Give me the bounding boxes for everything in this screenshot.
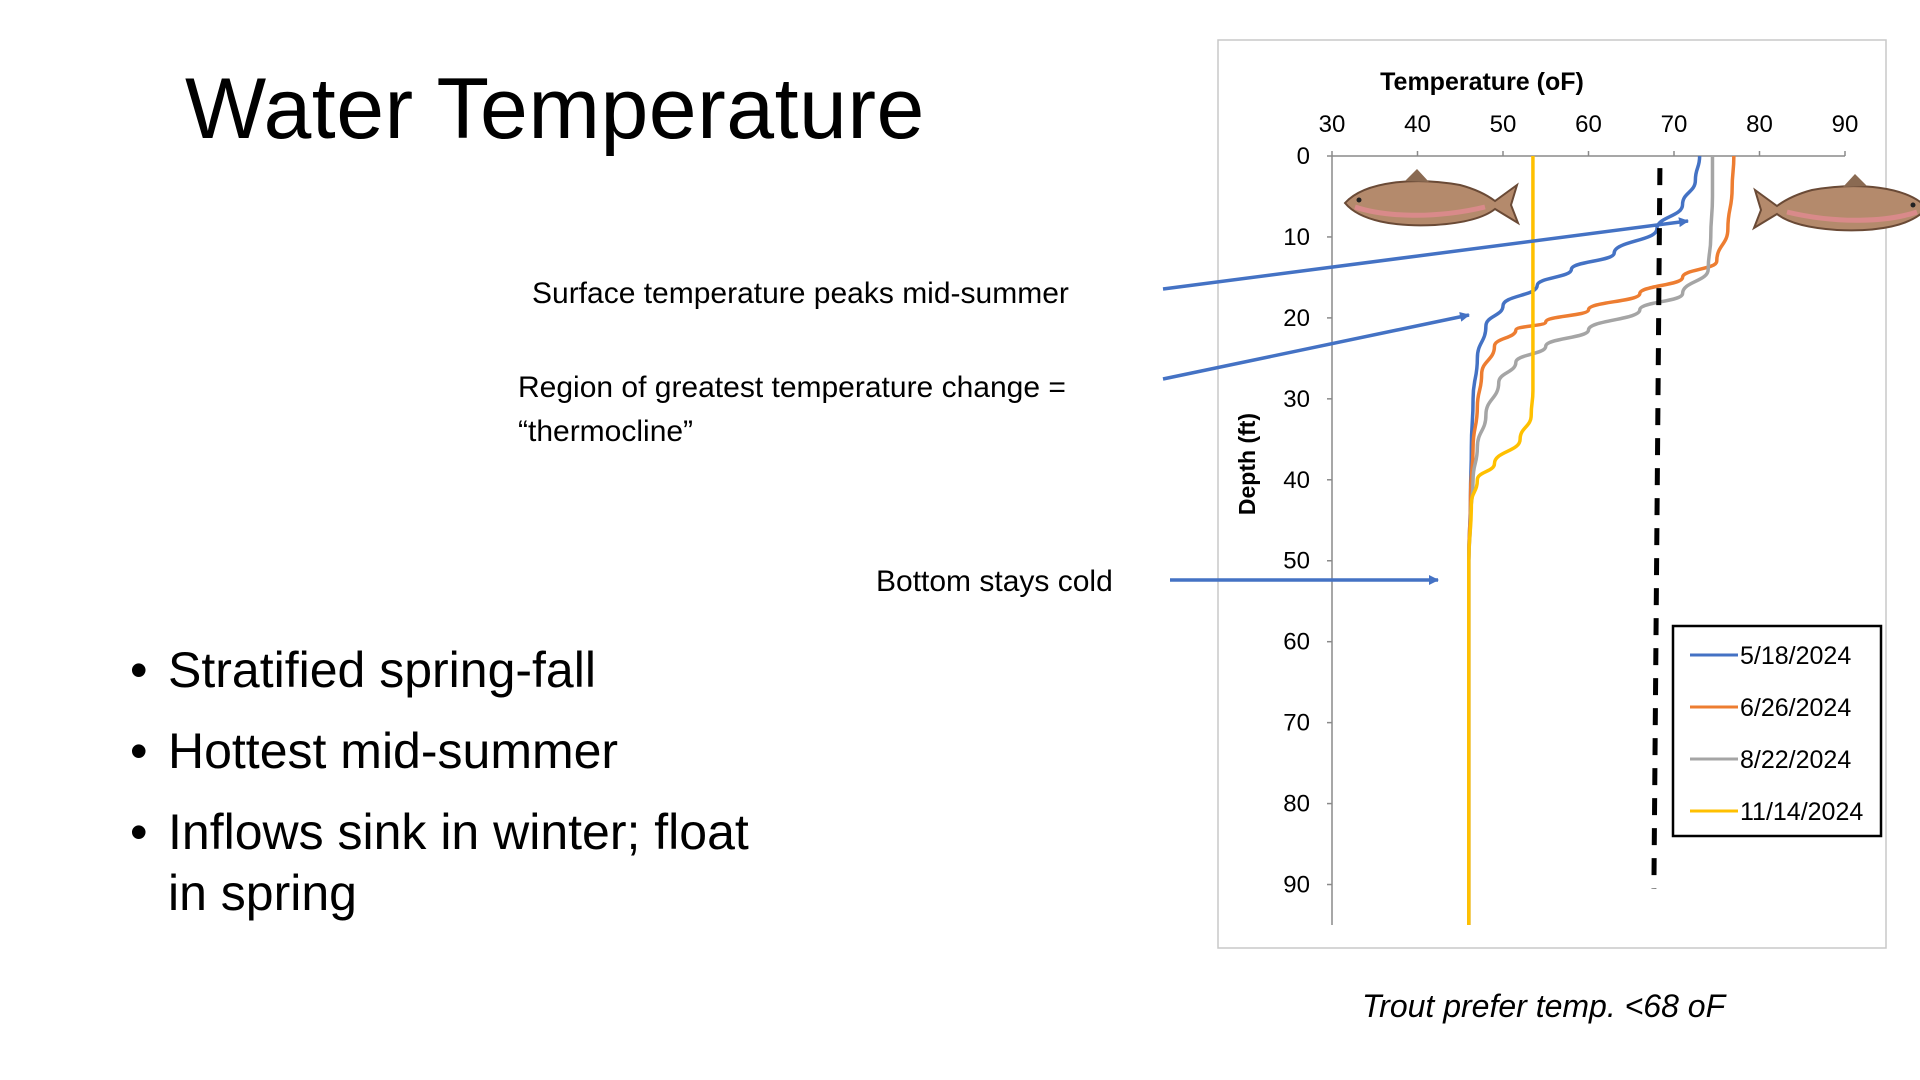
y-tick-label: 70: [1283, 710, 1310, 737]
trout-caption: Trout prefer temp. <68 oF: [1362, 988, 1726, 1024]
y-axis-title: Depth (ft): [1234, 413, 1260, 515]
x-tick-label: 30: [1319, 111, 1346, 138]
legend-label: 5/18/2024: [1740, 642, 1851, 670]
trout-icon: [1751, 174, 1920, 232]
arrow-thermocline: [1162, 311, 1470, 381]
annotation-bottom: Bottom stays cold: [876, 565, 1113, 598]
y-tick-label: 20: [1283, 305, 1310, 332]
y-tick-label: 30: [1283, 386, 1310, 413]
legend-box: [1671, 624, 1883, 838]
annotation-thermocline: Region of greatest temperature change = …: [518, 371, 1066, 448]
x-axis-title: Temperature (oF): [1380, 68, 1584, 96]
annotation-surface: Surface temperature peaks mid-summer: [532, 277, 1069, 310]
x-tick-label: 80: [1746, 111, 1773, 138]
y-tick-label: 50: [1283, 548, 1310, 575]
x-tick-label: 60: [1575, 111, 1602, 138]
y-tick-label: 60: [1283, 629, 1310, 656]
bullet-list: Stratified spring-fall Hottest mid-summe…: [130, 640, 788, 944]
y-tick-label: 80: [1283, 791, 1310, 818]
legend-label: 8/22/2024: [1740, 746, 1851, 774]
reference-line-68f: [1651, 168, 1663, 889]
reference-dashed-line: [1651, 168, 1663, 889]
series-line-4: [1467, 155, 1535, 925]
x-tick-label: 70: [1661, 111, 1688, 138]
chart-axes: 30 40 50 60 70 80 90 0 10 20 30 40 50 60 70 80 90: [1283, 111, 1858, 925]
x-tick-label: 40: [1404, 111, 1431, 138]
chart-legend: 5/18/2024 6/26/2024 8/22/2024 11/14/2024: [1671, 624, 1883, 838]
trout-icon: [1343, 169, 1521, 227]
y-tick-label: 40: [1283, 467, 1310, 494]
y-tick-label: 0: [1297, 143, 1310, 170]
legend-label: 6/26/2024: [1740, 694, 1851, 722]
x-tick-label: 50: [1490, 111, 1517, 138]
arrow-surface: [1162, 217, 1689, 291]
bullet-item: Stratified spring-fall: [130, 640, 788, 701]
bullet-item: Inflows sink in winter; float in spring: [130, 802, 788, 924]
bullet-item: Hottest mid-summer: [130, 721, 788, 782]
x-tick-label: 90: [1832, 111, 1859, 138]
y-tick-label: 10: [1283, 224, 1310, 251]
page-title: Water Temperature: [185, 61, 925, 157]
legend-label: 11/14/2024: [1740, 798, 1863, 826]
y-tick-label: 90: [1283, 872, 1310, 899]
